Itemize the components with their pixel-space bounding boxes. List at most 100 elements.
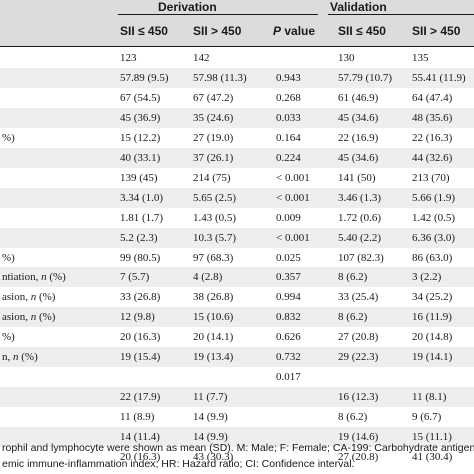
derivation-low-cell: 45 (36.9)	[120, 111, 161, 124]
validation-high-cell: 44 (32.6)	[412, 151, 453, 164]
p-value-cell: 0.025	[276, 251, 301, 264]
derivation-high-cell: 15 (10.6)	[193, 311, 234, 324]
p-value-cell: 0.357	[276, 271, 301, 284]
derivation-high-cell: 37 (26.1)	[193, 151, 234, 164]
footnote-line-2: emic immune-inflammation index; HR: Haza…	[2, 458, 355, 470]
table-row: ntiation, n (%) 7 (5.7) 4 (2.8) 0.357 8 (6.2…	[0, 267, 474, 288]
validation-low-cell: 22 (16.9)	[338, 131, 379, 144]
table-row: asion, n (%) 33 (26.8) 38 (26.8) 0.994 33 (2…	[0, 287, 474, 307]
derivation-low-cell: 20 (16.3)	[120, 451, 161, 463]
table-row: 123 142 130 135	[0, 48, 474, 68]
table-row: 20 (16.3) 43 (30.3) 27 (20.8) 41 (30.4)	[0, 447, 474, 467]
derivation-high-cell: 5.65 (2.5)	[193, 191, 237, 204]
p-value-cell: 0.009	[276, 211, 301, 224]
p-value-cell: < 0.001	[276, 171, 310, 184]
validation-high-cell: 1.42 (0.5)	[412, 211, 456, 224]
header-bottom-rule	[0, 46, 474, 47]
validation-low-cell: 141 (50)	[338, 171, 376, 184]
derivation-high-cell: 1.43 (0.5)	[193, 211, 237, 224]
validation-low-cell: 45 (34.6)	[338, 151, 379, 164]
derivation-low-cell: 99 (80.5)	[120, 251, 161, 264]
derivation-low-cell: 14 (11.4)	[120, 431, 160, 444]
validation-high-cell: 20 (14.8)	[412, 331, 453, 344]
p-value-cell: 0.732	[276, 351, 301, 364]
table-row: 14 (11.4) 14 (9.9) 19 (14.6) 15 (11.1)	[0, 427, 474, 448]
derivation-high-cell: 97 (68.3)	[193, 251, 234, 264]
validation-low-cell: 57.79 (10.7)	[338, 71, 393, 84]
row-label: asion, n (%)	[2, 291, 56, 304]
validation-low-cell: 27 (20.8)	[338, 451, 379, 463]
validation-high-cell: 34 (25.2)	[412, 291, 453, 304]
row-label: asion, n (%)	[2, 311, 56, 324]
derivation-high-cell: 4 (2.8)	[193, 271, 223, 284]
table-row: 3.34 (1.0) 5.65 (2.5) < 0.001 3.46 (1.3) 5.6…	[0, 187, 474, 208]
p-value-cell: 0.626	[276, 331, 301, 344]
table-row: %) 15 (12.2) 27 (19.0) 0.164 22 (16.9) 22 (16…	[0, 128, 474, 148]
derivation-low-cell: 67 (54.5)	[120, 91, 161, 104]
validation-high-cell: 15 (11.1)	[412, 431, 452, 444]
validation-low-cell: 19 (14.6)	[338, 431, 379, 444]
derivation-high-cell: 27 (19.0)	[193, 131, 234, 144]
p-value-cell: 0.164	[276, 131, 301, 144]
derivation-low-cell: 40 (33.1)	[120, 151, 161, 164]
table-footnote: rophil and lymphocyte were shown as mean…	[2, 440, 474, 472]
derivation-low-cell: 139 (45)	[120, 171, 158, 184]
col-header-derivation-high: SII > 450	[193, 24, 242, 38]
derivation-low-cell: 20 (16.3)	[120, 331, 161, 344]
row-label: ntiation, n (%)	[2, 271, 66, 284]
validation-low-cell: 29 (22.3)	[338, 351, 379, 364]
col-header-p-value: P value	[273, 24, 316, 38]
derivation-high-cell: 142	[193, 52, 210, 64]
derivation-low-cell: 22 (17.9)	[120, 391, 161, 404]
table-row: 40 (33.1) 37 (26.1) 0.224 45 (34.6) 44 (32.6…	[0, 147, 474, 168]
derivation-high-cell: 67 (47.2)	[193, 91, 234, 104]
table-row: 1.81 (1.7) 1.43 (0.5) 0.009 1.72 (0.6) 1.42 …	[0, 208, 474, 228]
validation-group-label: Validation	[330, 0, 387, 14]
p-value-cell: 0.943	[276, 71, 301, 84]
derivation-low-cell: 5.2 (2.3)	[120, 231, 158, 244]
table-row: 57.89 (9.5) 57.98 (11.3) 0.943 57.79 (10.7)…	[0, 67, 474, 88]
derivation-low-cell: 3.34 (1.0)	[120, 191, 164, 204]
table-row: n, n (%) 19 (15.4) 19 (13.4) 0.732 29 (22.3)…	[0, 347, 474, 368]
derivation-low-cell: 1.81 (1.7)	[120, 211, 164, 224]
derivation-high-cell: 43 (30.3)	[193, 451, 234, 463]
validation-high-cell: 6.36 (3.0)	[412, 231, 456, 244]
derivation-low-cell: 33 (26.8)	[120, 291, 161, 304]
table-row: 22 (17.9) 11 (7.7) 16 (12.3) 11 (8.1)	[0, 387, 474, 408]
col-header-derivation-low: SII ≤ 450	[120, 24, 168, 38]
derivation-high-cell: 11 (7.7)	[193, 391, 228, 404]
derivation-low-cell: 12 (9.8)	[120, 311, 155, 324]
table-row: 45 (36.9) 35 (24.6) 0.033 45 (34.6) 48 (35.6…	[0, 107, 474, 128]
derivation-high-cell: 10.3 (5.7)	[193, 231, 237, 244]
validation-high-cell: 22 (16.3)	[412, 131, 453, 144]
derivation-high-cell: 14 (9.9)	[193, 411, 228, 424]
validation-high-cell: 55.41 (11.9)	[412, 71, 466, 84]
row-label: %)	[2, 251, 15, 264]
validation-low-cell: 8 (6.2)	[338, 411, 368, 424]
derivation-low-cell: 123	[120, 52, 137, 64]
table-header: Derivation Validation SII ≤ 450 SII > 45…	[0, 0, 474, 46]
derivation-low-cell: 11 (8.9)	[120, 411, 155, 424]
row-label: %)	[2, 131, 15, 144]
validation-high-cell: 3 (2.2)	[412, 271, 442, 284]
validation-low-cell: 33 (25.4)	[338, 291, 379, 304]
validation-low-cell: 61 (46.9)	[338, 91, 379, 104]
validation-low-cell: 16 (12.3)	[338, 391, 379, 404]
derivation-low-cell: 7 (5.7)	[120, 271, 150, 284]
derivation-high-cell: 214 (75)	[193, 171, 231, 184]
p-value-cell: 0.832	[276, 311, 301, 324]
derivation-high-cell: 19 (13.4)	[193, 351, 234, 364]
validation-low-cell: 5.40 (2.2)	[338, 231, 382, 244]
derivation-low-cell: 57.89 (9.5)	[120, 71, 169, 84]
validation-low-cell: 8 (6.2)	[338, 271, 368, 284]
validation-low-cell: 107 (82.3)	[338, 251, 384, 264]
table-row: %) 99 (80.5) 97 (68.3) 0.025 107 (82.3) 86 (6…	[0, 248, 474, 268]
table-row: asion, n (%) 12 (9.8) 15 (10.6) 0.832 8 (6.2…	[0, 307, 474, 328]
validation-low-cell: 45 (34.6)	[338, 111, 379, 124]
validation-high-cell: 86 (63.0)	[412, 251, 453, 264]
row-label: %)	[2, 331, 15, 344]
table-row: 0.017	[0, 367, 474, 387]
p-value-cell: 0.224	[276, 151, 301, 164]
validation-underline	[328, 14, 474, 15]
